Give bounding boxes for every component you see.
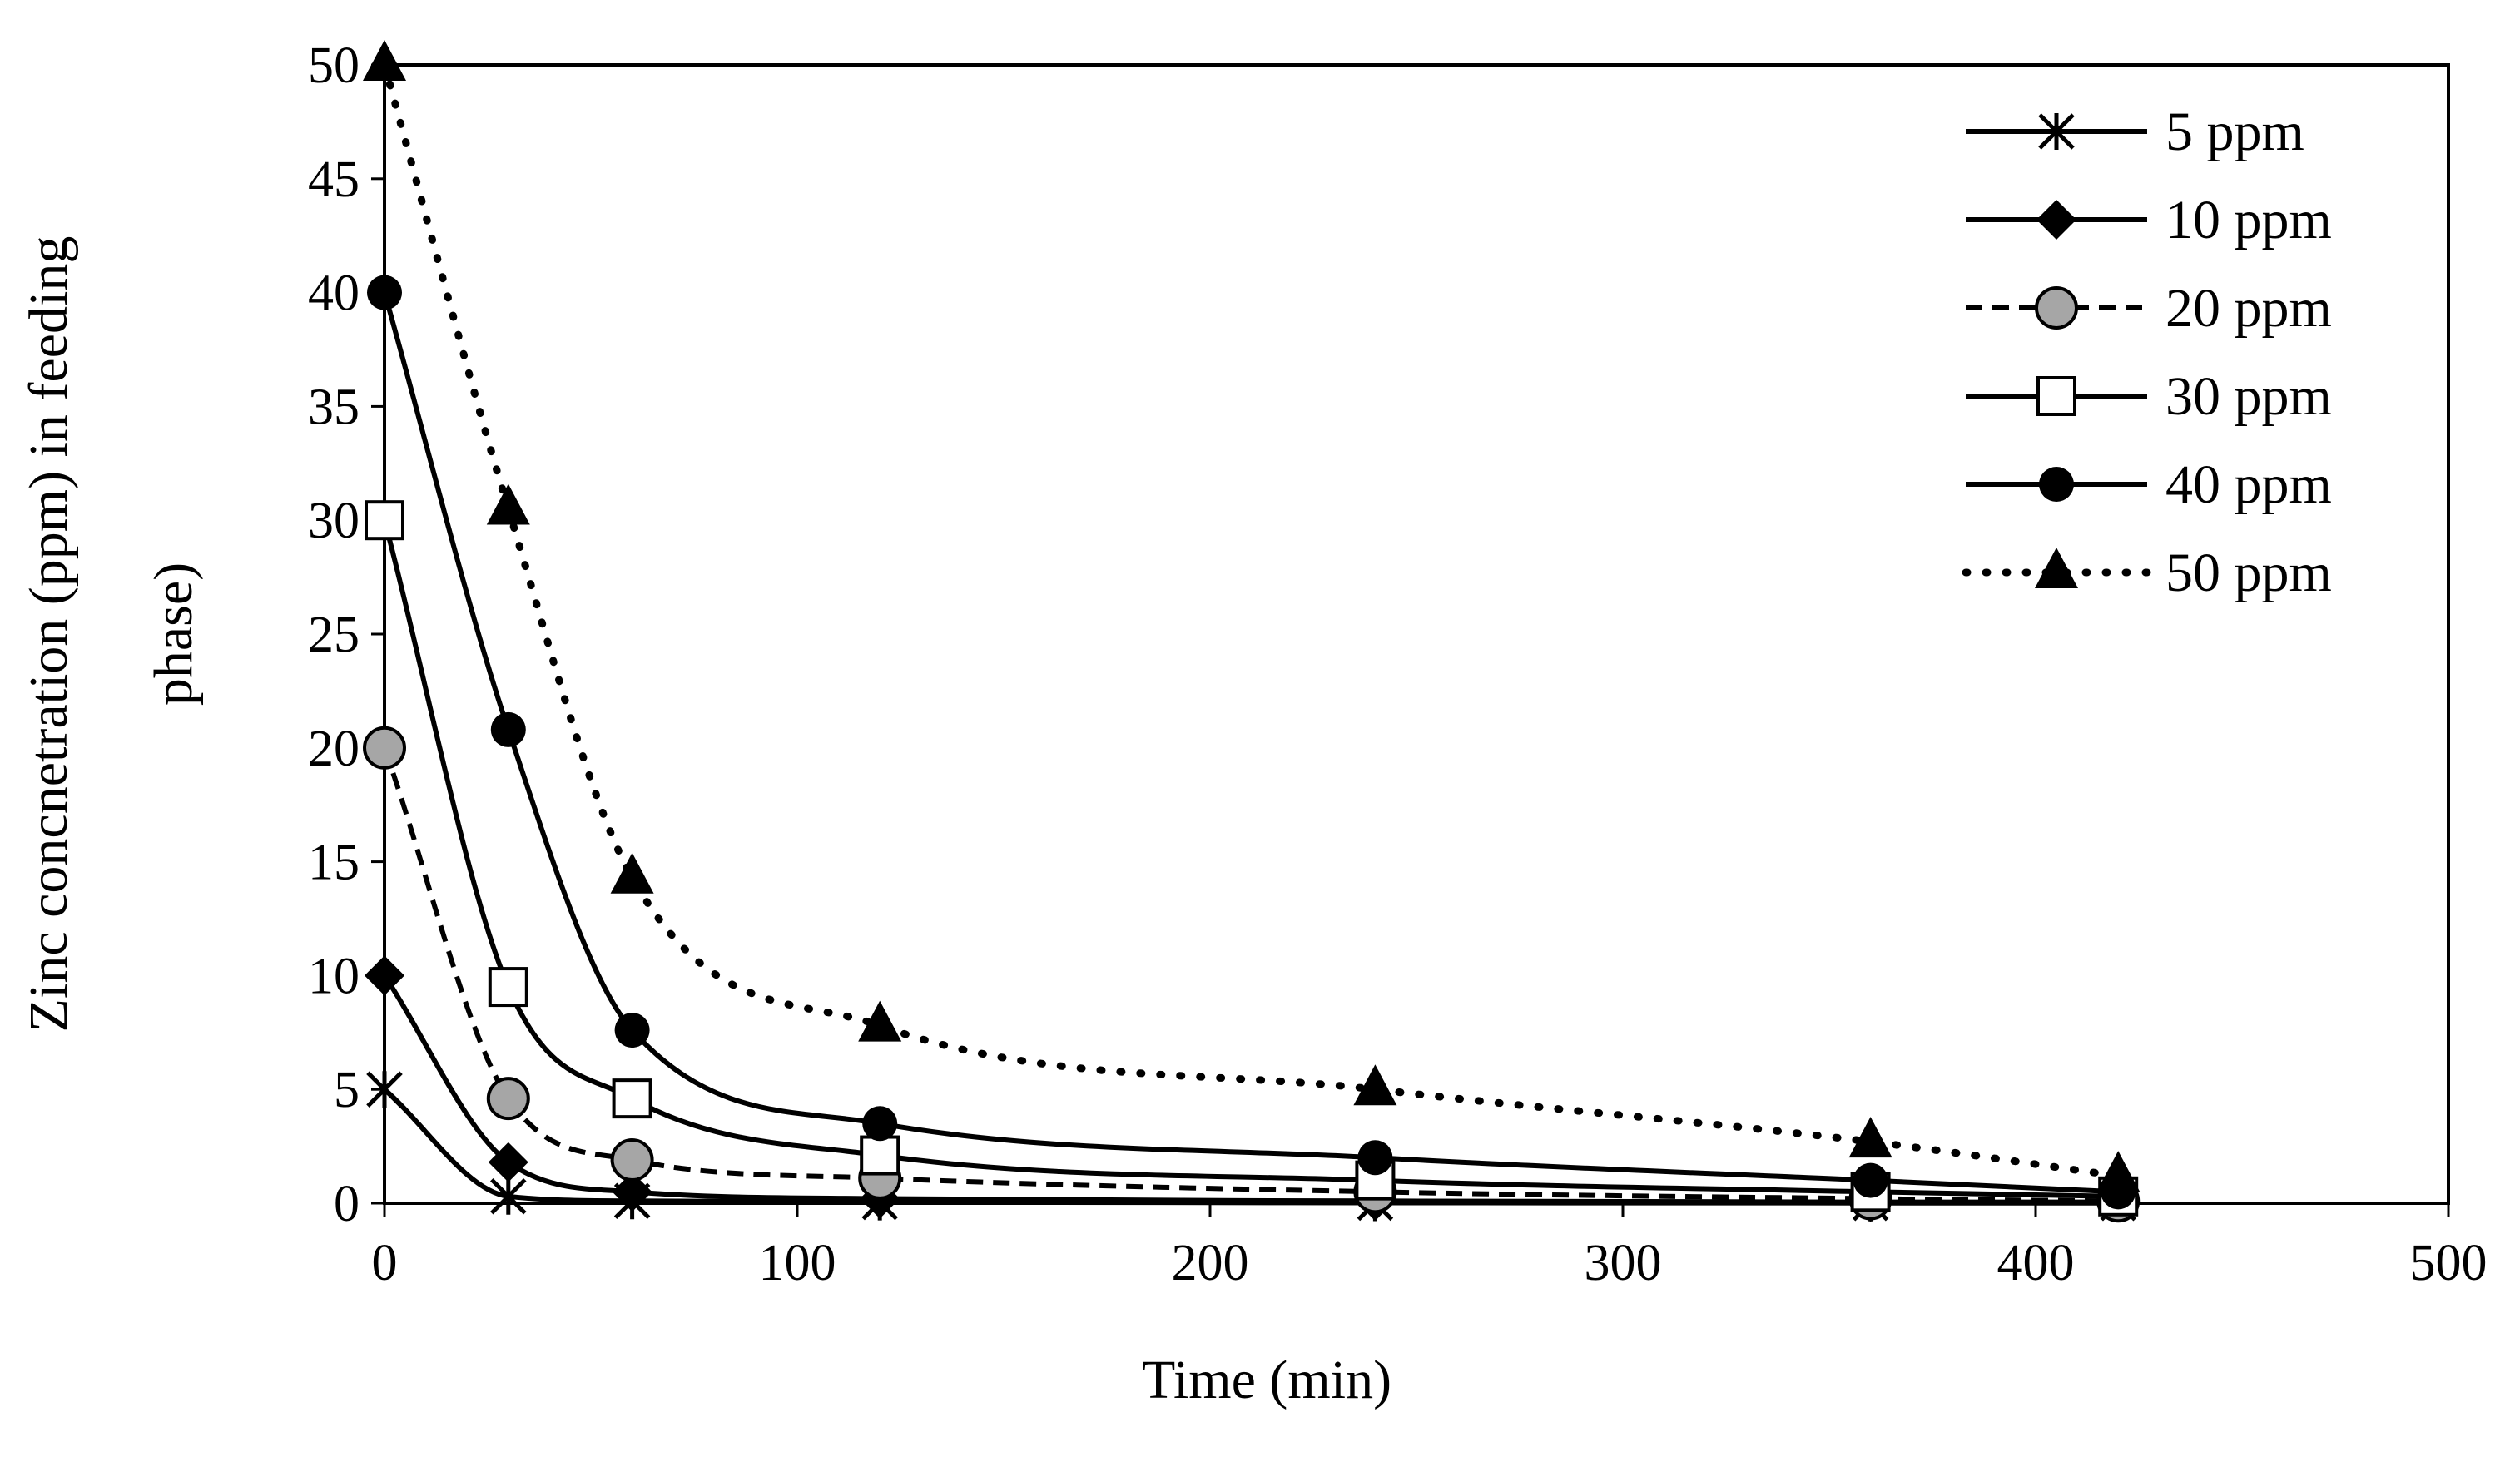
y-tick-label: 35 [308,379,360,435]
y-tick-label: 30 [308,493,360,549]
legend-item: 20 ppm [1966,278,2332,339]
data-point [862,1106,898,1142]
y-axis-title: Zinc concnetration (ppm) in feeding phas… [18,236,204,1033]
legend-label: 50 ppm [2165,543,2332,603]
x-tick-label: 100 [759,1235,836,1291]
legend-label: 5 ppm [2165,102,2304,162]
legend-marker [2035,286,2078,330]
y-axis-title-line-1: Zinc concnetration (ppm) in feeding [18,236,79,1033]
data-point [612,1172,652,1212]
data-point [1848,1117,1892,1158]
legend-marker [2035,548,2078,588]
series-line [380,61,2122,1180]
legend-marker [2039,467,2074,502]
data-point [2096,1151,2141,1192]
y-tick-label: 5 [334,1062,360,1118]
y-tick-label: 25 [308,607,360,663]
data-point [365,955,404,996]
data-point [363,726,406,770]
y-tick-label: 20 [308,721,360,777]
data-point [365,500,404,541]
y-tick-label: 45 [308,151,360,208]
data-point [367,275,402,310]
legend-item: 50 ppm [1962,543,2332,603]
data-point [614,1013,650,1048]
series-line [382,746,2119,1204]
data-point [1853,1162,1888,1198]
data-point [860,1135,900,1176]
data-point [610,1138,654,1182]
legend-item: 30 ppm [1966,366,2332,427]
legend-label: 10 ppm [2165,190,2332,250]
data-point [486,483,530,525]
series-50-ppm [363,40,2141,1192]
legend-marker [2036,376,2076,416]
y-tick-label: 0 [334,1176,360,1232]
series-layer [363,40,2141,1223]
series-40-ppm [367,275,2136,1210]
y-tick-label: 40 [308,265,360,322]
data-point [612,1078,652,1119]
x-tick-label: 500 [2410,1235,2488,1291]
legend-marker [2036,200,2076,240]
data-point [490,711,526,747]
data-point [1357,1140,1393,1176]
legend-label: 30 ppm [2165,366,2332,427]
y-tick-label: 15 [308,835,360,891]
x-axis-title: Time (min) [1142,1350,1391,1410]
legend-item: 40 ppm [1966,454,2332,515]
legend-label: 40 ppm [2165,454,2332,515]
legend: 5 ppm 10 ppm 20 ppm 30 ppm 40 ppm 50 ppm [1962,102,2332,603]
x-tick-label: 300 [1585,1235,1662,1291]
data-point [488,967,528,1008]
series-line [382,519,2119,1199]
legend-label: 20 ppm [2165,278,2332,339]
x-tick-label: 200 [1172,1235,1249,1291]
legend-item: 10 ppm [1966,190,2332,250]
data-point [486,1077,530,1121]
series-line [382,291,2119,1195]
y-tick-label: 10 [308,948,360,1004]
data-point [366,1071,403,1108]
data-point [610,852,654,894]
x-tick-label: 0 [372,1235,398,1291]
data-point [488,1142,528,1182]
legend-marker [2038,113,2075,150]
x-tick-label: 400 [1997,1235,2075,1291]
y-tick-label: 50 [308,37,360,94]
plot-frame [383,63,2450,1205]
data-point [1353,1064,1397,1106]
legend-item: 5 ppm [1966,102,2304,162]
data-point [363,40,406,81]
data-point [858,1000,902,1042]
y-axis-title-line-2: phase) [143,562,204,706]
data-point [490,1177,527,1215]
